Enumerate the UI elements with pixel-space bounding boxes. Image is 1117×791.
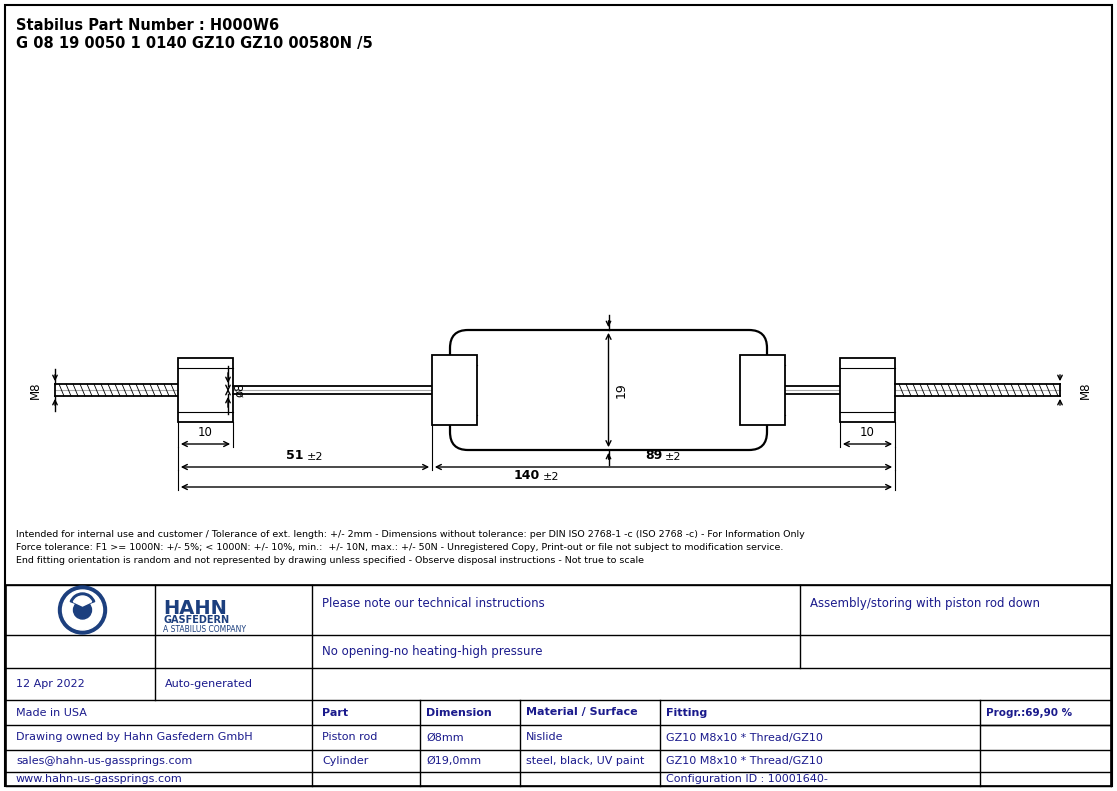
- Text: 89: 89: [645, 449, 662, 462]
- Text: Configuration ID : 10001640-: Configuration ID : 10001640-: [666, 774, 828, 784]
- Text: GASFEDERN: GASFEDERN: [163, 615, 229, 625]
- Text: ±2: ±2: [307, 452, 323, 462]
- Text: Nislide: Nislide: [526, 732, 563, 743]
- Text: No opening-no heating-high pressure: No opening-no heating-high pressure: [322, 645, 543, 658]
- FancyBboxPatch shape: [450, 330, 767, 450]
- Text: HAHN: HAHN: [163, 599, 227, 618]
- Circle shape: [58, 586, 106, 634]
- Text: GZ10 M8x10 * Thread/GZ10: GZ10 M8x10 * Thread/GZ10: [666, 756, 823, 766]
- Circle shape: [63, 590, 103, 630]
- Text: steel, black, UV paint: steel, black, UV paint: [526, 756, 645, 766]
- Text: Assembly/storing with piston rod down: Assembly/storing with piston rod down: [810, 597, 1040, 610]
- Text: Stabilus Part Number : H000W6: Stabilus Part Number : H000W6: [16, 18, 279, 33]
- Bar: [840, 358, 895, 422]
- Text: Cylinder: Cylinder: [322, 756, 369, 766]
- Text: ø8: ø8: [233, 383, 246, 397]
- Text: Dimension: Dimension: [426, 707, 491, 717]
- Text: 140: 140: [514, 469, 540, 482]
- Text: Please note our technical instructions: Please note our technical instructions: [322, 597, 545, 610]
- Wedge shape: [74, 596, 92, 606]
- Text: Material / Surface: Material / Surface: [526, 707, 638, 717]
- Text: Piston rod: Piston rod: [322, 732, 378, 743]
- Text: ±2: ±2: [666, 452, 681, 462]
- Text: 10: 10: [860, 426, 875, 439]
- Text: 12 Apr 2022: 12 Apr 2022: [16, 679, 85, 689]
- Text: Part: Part: [322, 707, 349, 717]
- Text: www.hahn-us-gassprings.com: www.hahn-us-gassprings.com: [16, 774, 183, 784]
- Text: Drawing owned by Hahn Gasfedern GmbH: Drawing owned by Hahn Gasfedern GmbH: [16, 732, 252, 743]
- Text: G 08 19 0050 1 0140 GZ10 GZ10 00580N /5: G 08 19 0050 1 0140 GZ10 GZ10 00580N /5: [16, 36, 373, 51]
- Bar: [178, 358, 233, 422]
- Text: Progr.:69,90 %: Progr.:69,90 %: [986, 707, 1072, 717]
- Text: ±2: ±2: [543, 472, 560, 482]
- Text: M8: M8: [1079, 381, 1091, 399]
- Text: 51: 51: [286, 449, 304, 462]
- Text: A STABILUS COMPANY: A STABILUS COMPANY: [163, 625, 246, 634]
- Text: 19: 19: [614, 382, 628, 398]
- Text: Ø8mm: Ø8mm: [426, 732, 464, 743]
- Text: Ø19,0mm: Ø19,0mm: [426, 756, 481, 766]
- Text: Intended for internal use and customer / Tolerance of ext. length: +/- 2mm - Dim: Intended for internal use and customer /…: [16, 530, 804, 566]
- Circle shape: [74, 601, 92, 619]
- Text: M8: M8: [29, 381, 41, 399]
- Text: GZ10 M8x10 * Thread/GZ10: GZ10 M8x10 * Thread/GZ10: [666, 732, 823, 743]
- Text: Fitting: Fitting: [666, 707, 707, 717]
- Wedge shape: [70, 593, 95, 606]
- Bar: [432, 355, 477, 425]
- Text: 10: 10: [198, 426, 213, 439]
- Text: Made in USA: Made in USA: [16, 707, 87, 717]
- Bar: [6, 585, 1111, 786]
- Text: Auto-generated: Auto-generated: [165, 679, 252, 689]
- Bar: [739, 355, 785, 425]
- Text: sales@hahn-us-gassprings.com: sales@hahn-us-gassprings.com: [16, 756, 192, 766]
